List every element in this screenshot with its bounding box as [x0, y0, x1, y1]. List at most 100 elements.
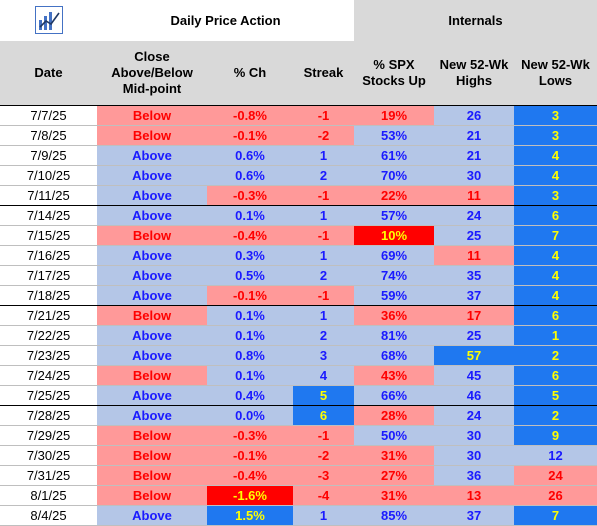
table-row: 7/28/25 Above 0.0% 6 28% 24 2: [0, 405, 597, 426]
table-row: 7/14/25 Above 0.1% 1 57% 24 6: [0, 205, 597, 226]
spx-stocks-up-cell: 74%: [354, 265, 434, 286]
streak-cell: 2: [293, 165, 354, 186]
pct-change-cell: 0.5%: [207, 265, 293, 286]
spx-stocks-up-cell: 50%: [354, 425, 434, 446]
close-cell: Below: [97, 365, 207, 386]
date-cell: 7/23/25: [0, 345, 97, 366]
spx-stocks-up-cell: 31%: [354, 445, 434, 466]
close-cell: Above: [97, 245, 207, 266]
date-cell: 7/9/25: [0, 145, 97, 166]
table-row: 7/24/25 Below 0.1% 4 43% 45 6: [0, 365, 597, 386]
date-cell: 7/31/25: [0, 465, 97, 486]
table-row: 7/29/25 Below -0.3% -1 50% 30 9: [0, 425, 597, 446]
pct-change-cell: 0.8%: [207, 345, 293, 366]
spx-stocks-up-cell: 70%: [354, 165, 434, 186]
close-cell: Below: [97, 125, 207, 146]
date-cell: 7/25/25: [0, 385, 97, 406]
new-highs-cell: 37: [434, 505, 514, 526]
streak-cell: 1: [293, 205, 354, 226]
table-row: 8/1/25 Below -1.6% -4 31% 13 26: [0, 485, 597, 506]
new-lows-cell: 7: [514, 225, 597, 246]
streak-cell: -4: [293, 485, 354, 506]
streak-cell: -1: [293, 225, 354, 246]
new-lows-cell: 1: [514, 325, 597, 346]
new-lows-cell: 6: [514, 205, 597, 226]
close-cell: Above: [97, 285, 207, 306]
close-cell: Above: [97, 165, 207, 186]
pct-change-cell: 0.1%: [207, 365, 293, 386]
new-highs-cell: 17: [434, 305, 514, 326]
table-row: 7/31/25 Below -0.4% -3 27% 36 24: [0, 465, 597, 486]
spx-stocks-up-cell: 85%: [354, 505, 434, 526]
pct-change-cell: 0.1%: [207, 305, 293, 326]
new-highs-cell: 25: [434, 225, 514, 246]
new-lows-cell: 3: [514, 105, 597, 126]
spx-stocks-up-cell: 57%: [354, 205, 434, 226]
new-highs-cell: 26: [434, 105, 514, 126]
new-lows-cell: 26: [514, 485, 597, 506]
new-highs-cell: 11: [434, 185, 514, 206]
streak-cell: 4: [293, 365, 354, 386]
spx-stocks-up-cell: 19%: [354, 105, 434, 126]
logo-cell: [0, 0, 97, 41]
date-cell: 8/4/25: [0, 505, 97, 526]
close-cell: Above: [97, 325, 207, 346]
close-cell: Above: [97, 505, 207, 526]
new-lows-cell: 3: [514, 185, 597, 206]
new-lows-cell: 5: [514, 385, 597, 406]
date-cell: 7/16/25: [0, 245, 97, 266]
col-spx-stocks-up-header: % SPX Stocks Up: [354, 41, 434, 106]
spx-stocks-up-cell: 28%: [354, 405, 434, 426]
new-lows-cell: 7: [514, 505, 597, 526]
new-highs-cell: 45: [434, 365, 514, 386]
streak-cell: 1: [293, 305, 354, 326]
new-highs-cell: 35: [434, 265, 514, 286]
close-cell: Above: [97, 265, 207, 286]
col-date-header: Date: [0, 41, 97, 106]
pct-change-cell: 0.4%: [207, 385, 293, 406]
pct-change-cell: 0.6%: [207, 145, 293, 166]
pct-change-cell: 0.0%: [207, 405, 293, 426]
spx-stocks-up-cell: 36%: [354, 305, 434, 326]
new-highs-cell: 57: [434, 345, 514, 366]
date-cell: 7/21/25: [0, 305, 97, 326]
table-row: 7/22/25 Above 0.1% 2 81% 25 1: [0, 325, 597, 346]
spx-stocks-up-cell: 43%: [354, 365, 434, 386]
pct-change-cell: -0.1%: [207, 125, 293, 146]
group-internals: Internals: [354, 0, 597, 41]
table-row: 7/8/25 Below -0.1% -2 53% 21 3: [0, 125, 597, 146]
col-pct-change-header: % Ch: [207, 41, 293, 106]
date-cell: 7/11/25: [0, 185, 97, 206]
new-lows-cell: 9: [514, 425, 597, 446]
date-cell: 7/15/25: [0, 225, 97, 246]
close-cell: Below: [97, 485, 207, 506]
date-cell: 7/7/25: [0, 105, 97, 126]
new-lows-cell: 6: [514, 365, 597, 386]
date-cell: 7/18/25: [0, 285, 97, 306]
table-row: 7/17/25 Above 0.5% 2 74% 35 4: [0, 265, 597, 286]
table-row: 7/16/25 Above 0.3% 1 69% 11 4: [0, 245, 597, 266]
new-lows-cell: 4: [514, 245, 597, 266]
new-highs-cell: 30: [434, 165, 514, 186]
spx-stocks-up-cell: 69%: [354, 245, 434, 266]
spx-stocks-up-cell: 27%: [354, 465, 434, 486]
close-cell: Below: [97, 305, 207, 326]
pct-change-cell: 1.5%: [207, 505, 293, 526]
new-lows-cell: 4: [514, 265, 597, 286]
group-daily-price-action: Daily Price Action: [97, 0, 354, 41]
streak-cell: -1: [293, 285, 354, 306]
table-row: 7/18/25 Above -0.1% -1 59% 37 4: [0, 285, 597, 306]
bar-chart-logo-icon: [34, 5, 63, 34]
pct-change-cell: 0.3%: [207, 245, 293, 266]
new-lows-cell: 4: [514, 165, 597, 186]
new-highs-cell: 25: [434, 325, 514, 346]
new-lows-cell: 6: [514, 305, 597, 326]
new-lows-cell: 4: [514, 285, 597, 306]
close-cell: Below: [97, 465, 207, 486]
table-row: 7/7/25 Below -0.8% -1 19% 26 3: [0, 105, 597, 126]
date-cell: 7/17/25: [0, 265, 97, 286]
date-cell: 7/28/25: [0, 405, 97, 426]
streak-cell: -1: [293, 105, 354, 126]
pct-change-cell: -1.6%: [207, 485, 293, 506]
